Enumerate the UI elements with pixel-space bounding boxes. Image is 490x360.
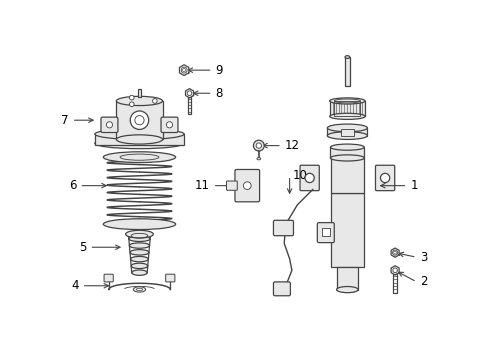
Circle shape	[181, 67, 187, 73]
Ellipse shape	[327, 132, 368, 139]
Text: 4: 4	[71, 279, 78, 292]
Polygon shape	[391, 248, 399, 257]
Ellipse shape	[103, 219, 175, 230]
Text: 9: 9	[216, 64, 223, 77]
Ellipse shape	[330, 113, 365, 120]
Circle shape	[182, 68, 186, 72]
Bar	[334, 101, 361, 116]
Text: 10: 10	[293, 169, 308, 182]
Ellipse shape	[130, 256, 148, 262]
Circle shape	[152, 99, 157, 103]
Bar	[188, 97, 192, 114]
Bar	[330, 101, 365, 116]
Polygon shape	[186, 89, 194, 98]
Ellipse shape	[103, 152, 175, 163]
Text: 6: 6	[69, 179, 76, 192]
Ellipse shape	[120, 154, 159, 160]
FancyBboxPatch shape	[235, 170, 260, 202]
Circle shape	[394, 251, 396, 254]
Text: 7: 7	[61, 114, 69, 127]
Circle shape	[135, 116, 144, 125]
Ellipse shape	[116, 96, 163, 105]
Bar	[327, 128, 368, 136]
Ellipse shape	[345, 56, 350, 58]
Text: 12: 12	[285, 139, 300, 152]
Text: 8: 8	[216, 87, 223, 100]
Ellipse shape	[125, 230, 153, 238]
FancyBboxPatch shape	[318, 222, 334, 243]
FancyBboxPatch shape	[273, 220, 294, 236]
Polygon shape	[179, 65, 189, 76]
Ellipse shape	[116, 135, 163, 144]
Circle shape	[187, 91, 192, 95]
Polygon shape	[391, 266, 399, 275]
Bar	[95, 134, 184, 145]
Bar	[322, 228, 330, 236]
FancyBboxPatch shape	[273, 282, 291, 296]
Bar	[341, 130, 354, 136]
Ellipse shape	[330, 155, 365, 161]
Ellipse shape	[95, 138, 184, 149]
Bar	[138, 89, 141, 97]
Ellipse shape	[133, 287, 146, 292]
FancyBboxPatch shape	[226, 181, 237, 190]
Ellipse shape	[136, 288, 143, 291]
Circle shape	[393, 268, 397, 273]
Text: 1: 1	[411, 179, 418, 192]
Circle shape	[167, 122, 172, 128]
Ellipse shape	[129, 243, 149, 248]
Text: 5: 5	[79, 241, 86, 254]
Ellipse shape	[129, 236, 150, 242]
Circle shape	[106, 122, 113, 128]
Text: 2: 2	[420, 275, 427, 288]
Ellipse shape	[95, 129, 184, 139]
Bar	[117, 101, 163, 139]
Bar	[331, 193, 364, 266]
Ellipse shape	[330, 144, 365, 150]
Text: 11: 11	[195, 179, 210, 192]
FancyBboxPatch shape	[161, 117, 178, 132]
Ellipse shape	[131, 263, 148, 269]
Ellipse shape	[337, 287, 358, 293]
Bar	[337, 266, 358, 289]
FancyBboxPatch shape	[101, 117, 118, 132]
Ellipse shape	[330, 98, 365, 104]
FancyBboxPatch shape	[375, 165, 395, 191]
Bar	[393, 274, 397, 293]
Bar	[330, 147, 365, 158]
Circle shape	[256, 143, 262, 148]
Circle shape	[392, 250, 398, 255]
FancyBboxPatch shape	[300, 165, 319, 191]
Circle shape	[305, 173, 314, 183]
Ellipse shape	[130, 249, 149, 255]
FancyBboxPatch shape	[104, 274, 113, 282]
Circle shape	[129, 102, 134, 107]
Circle shape	[253, 140, 264, 151]
Text: 3: 3	[420, 251, 427, 264]
Ellipse shape	[132, 270, 147, 275]
Ellipse shape	[327, 124, 368, 132]
FancyBboxPatch shape	[166, 274, 175, 282]
Ellipse shape	[257, 158, 261, 160]
Bar	[331, 158, 364, 193]
Circle shape	[381, 173, 390, 183]
Circle shape	[244, 182, 251, 189]
Bar	[345, 57, 350, 86]
Circle shape	[129, 95, 134, 100]
Circle shape	[130, 111, 149, 130]
